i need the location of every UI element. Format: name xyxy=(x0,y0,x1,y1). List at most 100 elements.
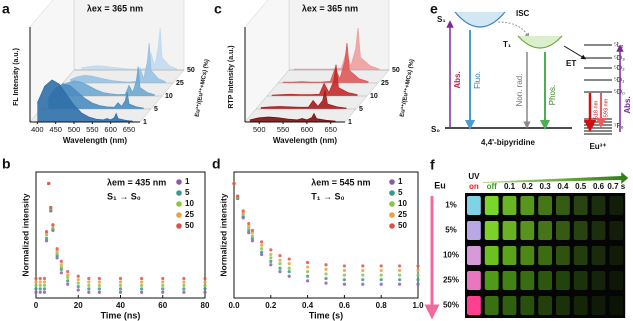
legend-label: 1 xyxy=(398,177,403,186)
sample-cell xyxy=(520,196,535,215)
data-point xyxy=(76,278,80,282)
data-point xyxy=(51,223,55,227)
sample-cell xyxy=(556,296,570,315)
data-point xyxy=(66,275,70,279)
data-point xyxy=(140,280,144,284)
sample-cell xyxy=(573,271,588,290)
data-point xyxy=(59,267,63,271)
data-point xyxy=(182,283,186,287)
sample-cell xyxy=(467,246,481,265)
et-label: ET xyxy=(566,59,576,68)
data-point xyxy=(87,290,91,294)
panel-label: e xyxy=(430,1,438,17)
data-point xyxy=(203,283,207,287)
fluo-label: Fluo. xyxy=(473,71,482,89)
data-point xyxy=(182,287,186,291)
y-axis-label: Normalized intensity xyxy=(20,193,30,276)
series-label: 10 xyxy=(370,93,378,100)
et-arrow xyxy=(563,45,587,60)
data-point xyxy=(247,226,251,230)
data-point xyxy=(42,287,47,291)
isc-label: ISC xyxy=(516,9,530,18)
data-point xyxy=(379,278,383,282)
data-point xyxy=(250,239,254,243)
x-tick-label: 0.0 xyxy=(228,301,240,310)
sample-cell xyxy=(556,221,570,240)
data-point xyxy=(34,276,38,281)
column-label: 0.6 xyxy=(593,182,605,191)
data-point xyxy=(87,280,91,284)
legend-label: 1 xyxy=(185,177,190,186)
data-point xyxy=(161,290,165,294)
sample-cell xyxy=(591,246,606,265)
data-point xyxy=(76,281,80,285)
sample-cell xyxy=(609,296,624,315)
data-point xyxy=(34,287,38,291)
x-tick-label: 600 xyxy=(301,125,314,134)
legend-marker xyxy=(389,212,395,218)
series-label: 25 xyxy=(176,80,184,87)
data-point xyxy=(269,263,273,267)
x-tick-label: 550 xyxy=(277,125,290,134)
data-point xyxy=(55,247,59,251)
sample-cell xyxy=(538,246,552,265)
data-point xyxy=(278,254,282,258)
legend-label: 5 xyxy=(185,188,190,197)
x-tick-label: 0.4 xyxy=(302,301,314,310)
sample-cell xyxy=(556,246,570,265)
x-tick-label: 0.8 xyxy=(376,301,388,310)
spectrum-area xyxy=(282,43,369,83)
data-point xyxy=(203,290,207,294)
sample-cell xyxy=(609,221,624,240)
t1-well xyxy=(517,35,563,49)
data-point xyxy=(203,280,207,284)
data-point xyxy=(44,236,49,241)
data-point xyxy=(379,264,383,268)
data-point xyxy=(118,276,123,281)
row-label: 25% xyxy=(443,276,459,285)
sample-cell xyxy=(591,196,606,215)
spectrum-area xyxy=(293,28,380,70)
x-axis-label: Wavelength (nm) xyxy=(63,136,127,145)
row-label: 5% xyxy=(445,226,457,235)
data-point xyxy=(66,270,70,274)
data-point xyxy=(342,282,346,286)
emission-label: 593 nm xyxy=(603,98,609,117)
annotation: S₁ → S₀ xyxy=(107,191,141,201)
data-point xyxy=(416,282,420,286)
data-point xyxy=(398,273,402,277)
data-point xyxy=(278,258,282,262)
data-point xyxy=(44,229,49,234)
data-point xyxy=(59,263,63,267)
sample-cell xyxy=(573,246,588,265)
data-point xyxy=(161,283,165,287)
data-point xyxy=(59,271,63,275)
x-axis-label: Wavelength (nm) xyxy=(273,136,337,145)
y-axis-label: Normalized intensity xyxy=(218,193,228,276)
legend-label: 10 xyxy=(398,199,407,208)
data-point xyxy=(342,273,346,277)
x-tick-label: 500 xyxy=(68,125,81,134)
series-label: 1 xyxy=(143,119,147,126)
abs-label: Abs. xyxy=(453,71,462,88)
data-point xyxy=(379,282,383,286)
data-point xyxy=(203,276,207,281)
data-point xyxy=(140,283,144,287)
molecule-label: 4,4'-bipyridine xyxy=(481,138,535,147)
data-point xyxy=(34,290,38,294)
time-arrow xyxy=(482,172,629,184)
legend-label: 50 xyxy=(398,221,407,230)
row-label: 10% xyxy=(443,251,459,260)
legend-marker xyxy=(389,190,395,196)
data-point xyxy=(260,247,264,251)
x-tick-label: 600 xyxy=(104,125,117,134)
data-point xyxy=(250,228,254,233)
data-point xyxy=(250,231,254,235)
sample-cell xyxy=(609,246,624,265)
data-point xyxy=(306,274,310,278)
x-tick-label: 20 xyxy=(74,301,83,310)
data-point xyxy=(361,268,365,273)
data-point xyxy=(59,259,63,263)
plot-frame xyxy=(233,171,419,299)
data-point xyxy=(324,267,328,271)
